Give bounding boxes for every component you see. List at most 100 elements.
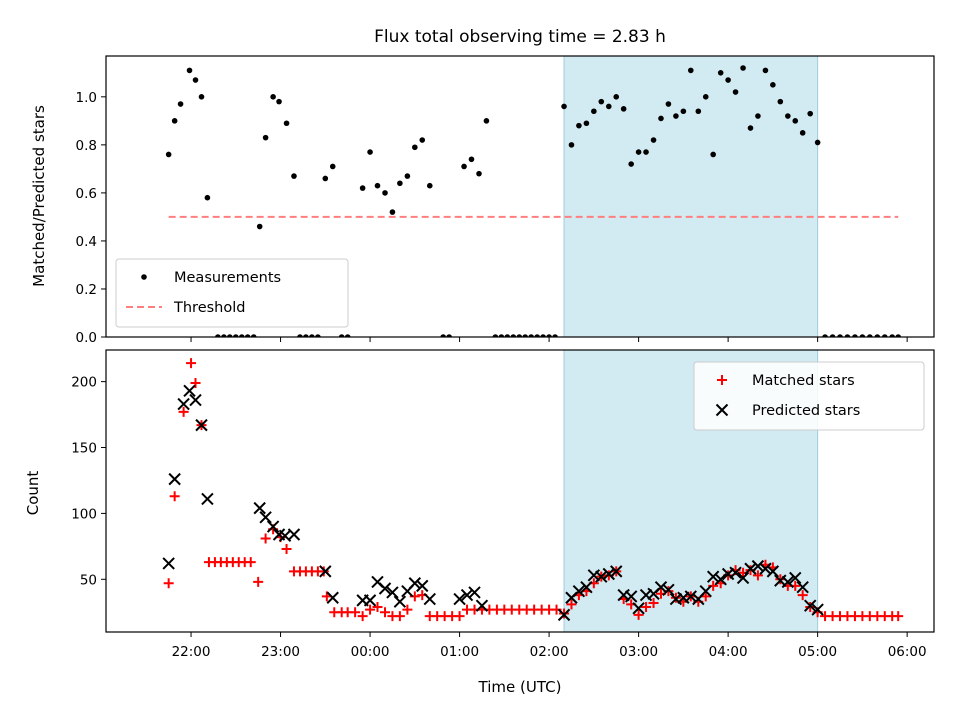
bottom-matched-stars-point-30	[357, 611, 368, 622]
top-measurements-point-89	[814, 139, 821, 146]
bottom-legend-marker-predicted-stars	[715, 403, 729, 417]
bottom-predicted-stars-point-56	[759, 562, 772, 575]
bottom-matched-stars-point-4	[190, 377, 201, 388]
top-measurements-point-13	[250, 334, 257, 337]
bottom-predicted-stars-point-28	[475, 599, 489, 612]
bottom-marks	[162, 358, 904, 622]
bottom-legend-label-matched-stars: Matched stars	[752, 373, 855, 389]
top-measurements-point-19	[291, 173, 297, 179]
bottom-predicted-stars-point-13	[319, 565, 332, 578]
bottom-matched-stars-point-0	[163, 578, 174, 589]
bottom-matched-stars-point-76	[700, 591, 711, 602]
bottom-matched-stars-point-2	[178, 406, 189, 417]
bottom-y-tick-label-1: 100	[71, 506, 97, 522]
bottom-matched-stars-point-24	[318, 566, 329, 577]
top-measurements-point-86	[792, 118, 799, 124]
bottom-predicted-stars-point-39	[632, 602, 645, 615]
bottom-predicted-stars-point-34	[595, 570, 608, 583]
top-measurements-point-81	[755, 113, 761, 119]
bottom-predicted-stars-point-8	[259, 511, 272, 524]
top-measurements-point-55	[561, 103, 567, 110]
bottom-predicted-stars-point-9	[266, 520, 280, 533]
x-axis-label: Time (UTC)	[478, 678, 562, 696]
bottom-predicted-stars-point-20	[393, 595, 407, 608]
top-measurements-point-92	[837, 334, 843, 337]
top-y-axis-label: Matched/Predicted stars	[30, 105, 48, 287]
top-measurements-point-94	[852, 334, 858, 337]
bottom-predicted-stars-point-63	[811, 603, 824, 616]
top-measurements-point-1	[171, 118, 178, 124]
top-measurements-point-80	[747, 125, 754, 131]
bottom-predicted-stars-point-62	[803, 599, 817, 612]
top-measurements-point-88	[807, 110, 814, 117]
bottom-legend-box	[693, 361, 925, 431]
top-measurements-point-60	[598, 98, 605, 105]
top-measurements-point-4	[192, 77, 199, 83]
top-measurements-point-39	[446, 334, 452, 337]
bottom-predicted-stars-point-52	[729, 566, 742, 579]
bottom-predicted-stars-point-1	[168, 472, 181, 486]
bottom-predicted-stars-point-2	[177, 397, 190, 411]
top-legend-marker-measurements	[141, 274, 147, 280]
top-measurements-point-97	[874, 334, 881, 337]
top-measurements-point-76	[717, 70, 724, 76]
bottom-predicted-stars-point-42	[654, 580, 668, 594]
top-measurements-point-84	[777, 98, 784, 105]
bottom-y-tick-label-3: 200	[71, 375, 97, 391]
top-measurements-point-61	[605, 103, 612, 110]
bottom-predicted-stars-point-18	[378, 582, 392, 595]
bottom-predicted-stars-point-29	[557, 608, 571, 622]
bottom-predicted-stars-point-54	[744, 562, 757, 575]
bottom-axes-frame	[105, 349, 935, 633]
top-y-tick-label-4: 0.8	[76, 138, 97, 154]
bottom-x-tick-label-4: 02:00	[530, 644, 569, 660]
bottom-matched-stars-point-14	[253, 576, 264, 587]
bottom-matched-stars-point-43	[454, 611, 465, 622]
top-measurements-point-29	[367, 149, 373, 155]
top-measurements-point-17	[276, 98, 282, 105]
top-y-tick-label-3: 0.6	[76, 186, 97, 202]
bottom-matched-stars-point-15	[260, 533, 271, 544]
bottom-predicted-stars-point-14	[326, 591, 339, 604]
top-measurements-point-22	[309, 334, 315, 337]
bottom-matched-stars-point-67	[633, 609, 644, 620]
top-measurements-point-71	[680, 108, 687, 115]
bottom-x-tick-label-6: 04:00	[709, 644, 748, 660]
bottom-predicted-stars-point-16	[363, 594, 377, 607]
top-measurements-point-30	[374, 182, 381, 189]
top-measurements-point-25	[329, 163, 336, 170]
top-measurements-point-85	[785, 113, 791, 119]
top-measurements-point-41	[468, 156, 475, 163]
top-measurements-point-70	[673, 113, 679, 119]
bottom-predicted-stars-point-43	[662, 583, 675, 597]
top-measurements-point-38	[440, 334, 446, 337]
top-measurements-point-47	[510, 334, 517, 337]
bottom-predicted-stars-point-25	[453, 592, 466, 606]
bottom-panel: 50 100 150 200 22:00 23:00 00:00 01:00 02:00 03:0…	[71, 349, 935, 660]
top-axes-frame	[105, 55, 935, 338]
top-measurements-point-82	[762, 67, 769, 74]
bottom-y-tick-label-2: 150	[71, 441, 97, 457]
bottom-predicted-stars-point-48	[699, 584, 712, 598]
top-measurements-point-87	[799, 130, 806, 136]
bottom-predicted-stars-point-22	[408, 577, 422, 590]
bottom-predicted-stars-point-38	[624, 590, 638, 603]
top-measurements-point-12	[244, 334, 251, 337]
top-measurements-point-0	[165, 151, 172, 158]
top-measurements-point-65	[635, 149, 642, 155]
top-measurements-point-54	[552, 334, 558, 337]
top-measurements-point-5	[198, 94, 205, 100]
bottom-predicted-stars-point-35	[602, 567, 616, 581]
bottom-matched-stars-point-89	[797, 590, 808, 601]
bottom-y-tick-label-0: 50	[80, 572, 97, 588]
bottom-matched-stars-point-32	[372, 601, 383, 612]
top-measurements-point-44	[492, 334, 499, 337]
top-measurements-point-91	[829, 334, 836, 337]
top-y-tick-label-0: 0.0	[76, 330, 97, 346]
top-measurements-point-69	[665, 101, 672, 107]
bottom-x-tick-label-8: 06:00	[888, 644, 927, 660]
chart-title: Flux total observing time = 2.83 h	[374, 27, 666, 47]
top-measurements-point-34	[404, 173, 411, 179]
